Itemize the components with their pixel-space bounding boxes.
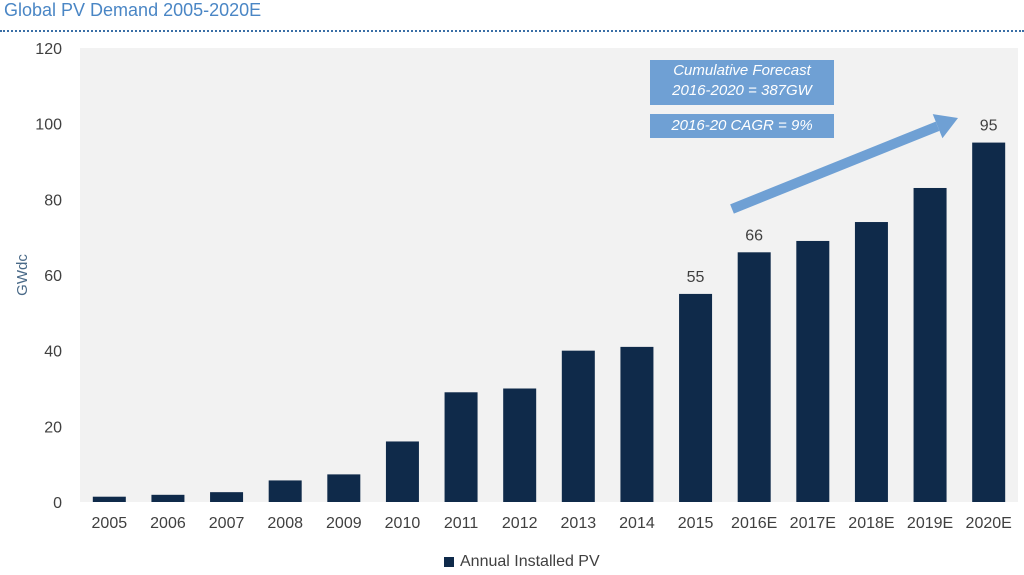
bar xyxy=(92,496,126,502)
cumulative-forecast-box: Cumulative Forecast 2016-2020 = 387GW xyxy=(650,60,834,105)
bar xyxy=(796,240,830,502)
x-tick-label: 2017E xyxy=(790,515,836,532)
x-tick-label: 2018E xyxy=(848,515,894,532)
bar xyxy=(210,492,244,502)
x-tick-label: 2019E xyxy=(907,515,953,532)
x-tick-label: 2005 xyxy=(92,515,128,532)
bar xyxy=(913,187,947,502)
title-divider xyxy=(0,30,1024,32)
bar xyxy=(737,252,771,502)
y-tick-label: 100 xyxy=(35,117,62,134)
y-axis-label: GWdc xyxy=(14,254,31,296)
bar xyxy=(561,350,595,502)
chart-title: Global PV Demand 2005-2020E xyxy=(4,0,262,20)
bar xyxy=(268,480,302,502)
x-tick-label: 2007 xyxy=(209,515,245,532)
data-label: 95 xyxy=(980,118,998,135)
data-label: 66 xyxy=(745,227,763,244)
legend-swatch xyxy=(444,557,454,567)
legend-label: Annual Installed PV xyxy=(460,553,600,570)
y-tick-label: 0 xyxy=(53,495,62,512)
x-tick-label: 2015 xyxy=(678,515,714,532)
trend-arrow xyxy=(730,121,940,214)
y-tick-label: 80 xyxy=(44,192,62,209)
data-label: 55 xyxy=(687,269,705,286)
x-tick-label: 2020E xyxy=(966,515,1012,532)
legend: Annual Installed PV xyxy=(444,553,600,571)
bar xyxy=(620,346,654,502)
bar xyxy=(972,142,1006,503)
bar xyxy=(444,392,478,502)
y-tick-label: 120 xyxy=(35,41,62,58)
bar xyxy=(854,222,888,503)
bar xyxy=(327,474,361,502)
cumulative-forecast-line2: 2016-2020 = 387GW xyxy=(672,82,812,99)
y-tick-label: 40 xyxy=(44,344,62,361)
cagr-box: 2016-20 CAGR = 9% xyxy=(650,114,834,138)
x-tick-label: 2006 xyxy=(150,515,186,532)
y-tick-label: 60 xyxy=(44,268,62,285)
x-tick-label: 2009 xyxy=(326,515,362,532)
trend-arrow-head xyxy=(932,114,958,139)
bar xyxy=(503,388,537,502)
bar xyxy=(679,293,713,502)
x-tick-label: 2016E xyxy=(731,515,777,532)
y-tick-label: 20 xyxy=(44,419,62,436)
x-tick-label: 2014 xyxy=(619,515,655,532)
bar xyxy=(385,441,419,502)
x-tick-label: 2008 xyxy=(267,515,303,532)
x-tick-label: 2010 xyxy=(385,515,421,532)
x-tick-label: 2011 xyxy=(444,515,479,532)
bar xyxy=(151,494,185,502)
x-tick-label: 2012 xyxy=(502,515,538,532)
cumulative-forecast-line1: Cumulative Forecast xyxy=(673,62,811,79)
x-tick-label: 2013 xyxy=(561,515,597,532)
